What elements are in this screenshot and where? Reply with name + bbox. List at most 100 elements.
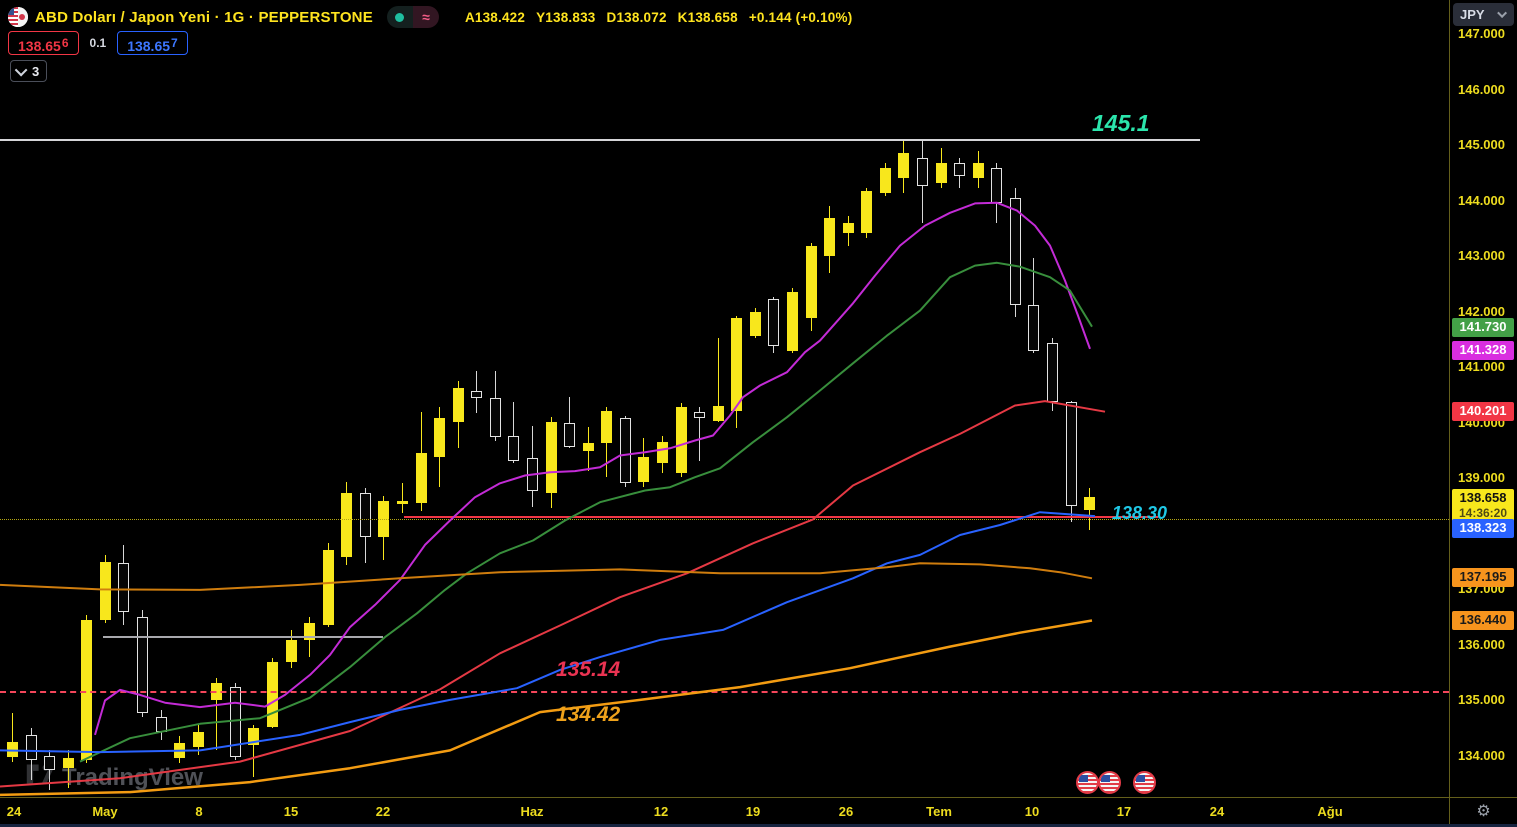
price-axis[interactable]: JPY 147.000 146.000 145.000 144.000 143.000 1… (1449, 0, 1517, 797)
candle[interactable] (99, 562, 111, 620)
candle[interactable] (322, 549, 334, 625)
candle[interactable] (397, 500, 409, 505)
candle[interactable] (267, 662, 279, 728)
level-135-14-dashed[interactable] (0, 691, 1449, 694)
us-flag-event-icon[interactable] (1076, 771, 1099, 794)
candle[interactable] (137, 617, 149, 714)
candle[interactable] (582, 443, 594, 451)
candle[interactable] (1065, 402, 1077, 506)
support-138-30[interactable] (404, 516, 1158, 519)
ma-orange-rising (0, 619, 1093, 797)
candle[interactable] (434, 418, 446, 458)
time-tick: Tem (926, 804, 952, 819)
range-line-136-14[interactable] (103, 636, 383, 639)
ohlc-y-value: Y138.833 (536, 9, 596, 25)
candle[interactable] (471, 390, 483, 399)
us-flag-event-icon[interactable] (1133, 771, 1156, 794)
buy-button[interactable]: 138.65 7 (117, 31, 188, 55)
chevron-down-icon (1497, 8, 1508, 19)
currency-selector-button[interactable]: JPY (1453, 3, 1514, 26)
candle-wick (699, 407, 701, 461)
time-tick: 24 (1209, 804, 1225, 819)
candle[interactable] (805, 245, 817, 319)
candle[interactable] (248, 728, 260, 745)
candle-wick (67, 750, 69, 789)
candle[interactable] (564, 423, 576, 448)
resistance-145-1[interactable] (0, 138, 1200, 141)
candle[interactable] (749, 312, 761, 336)
price-tick: 142.000 (1458, 303, 1505, 319)
price-tick: 144.000 (1458, 192, 1505, 208)
time-axis[interactable]: 24 May 8 15 22 Haz 12 19 26 Tem 10 17 24 Ağu (0, 797, 1449, 824)
candle[interactable] (285, 639, 297, 663)
candle[interactable] (638, 457, 650, 483)
market-status-pill[interactable]: ≈ (386, 6, 439, 28)
gear-icon[interactable]: ⚙ (1476, 803, 1491, 820)
candle[interactable] (1009, 198, 1021, 305)
candle[interactable] (954, 162, 966, 176)
ma-green-label: 141.730 (1452, 317, 1514, 337)
candle-wick (569, 397, 571, 449)
candle[interactable] (545, 422, 557, 494)
candle[interactable] (675, 407, 687, 474)
sell-button[interactable]: 138.65 6 (8, 31, 79, 55)
time-tick: 10 (1024, 804, 1040, 819)
candle[interactable] (1028, 305, 1040, 351)
candle[interactable] (229, 687, 241, 758)
candle[interactable] (657, 442, 669, 464)
candle[interactable] (861, 190, 873, 234)
usdjpy-pair-flag-icon (8, 7, 28, 27)
current-price-dotted[interactable] (0, 518, 1449, 520)
candle[interactable] (731, 318, 743, 411)
ma-blue (0, 511, 1096, 754)
ma-magenta (94, 201, 1091, 736)
candle[interactable] (601, 410, 613, 444)
candle[interactable] (694, 412, 706, 419)
candle[interactable] (935, 163, 947, 184)
candle[interactable] (824, 217, 836, 256)
axis-settings-corner[interactable]: ⚙ (1449, 797, 1517, 824)
ohlc-d-value: D138.072 (606, 9, 667, 25)
candle[interactable] (879, 167, 891, 193)
level-138-30-text: 138.30 (1112, 503, 1168, 523)
ohlc-readout: A138.422 Y138.833 D138.072 K138.658 +0.144 (… (465, 10, 852, 25)
candle[interactable] (452, 388, 464, 423)
collapsed-indicators-button[interactable]: 3 (10, 60, 48, 82)
time-tick: 19 (745, 804, 761, 819)
candle[interactable] (787, 291, 798, 351)
candle[interactable] (619, 418, 631, 484)
indicators-count: 3 (32, 63, 40, 79)
candle[interactable] (768, 299, 780, 346)
candle[interactable] (712, 405, 724, 421)
candle[interactable] (44, 756, 56, 770)
candle[interactable] (489, 398, 501, 438)
candle[interactable] (25, 735, 37, 760)
chevron-down-icon (14, 63, 28, 76)
candle[interactable] (898, 152, 910, 178)
candle[interactable] (917, 158, 928, 186)
symbol-title[interactable]: ABD Doları / Japon Yeni · 1G · PEPPERSTO… (35, 8, 373, 26)
us-flag-event-icon[interactable] (1098, 771, 1121, 794)
price-tick: 146.000 (1458, 81, 1505, 97)
candle-wick (717, 338, 719, 423)
candle[interactable] (192, 732, 204, 748)
candle[interactable] (341, 493, 353, 558)
candle[interactable] (81, 619, 93, 760)
candle[interactable] (378, 500, 390, 538)
candle[interactable] (62, 758, 74, 769)
candle[interactable] (7, 742, 19, 758)
candle[interactable] (118, 563, 130, 613)
ma-green (79, 261, 1093, 763)
time-tick: Haz (520, 804, 544, 819)
chart-pane[interactable]: TradingView 145.1 138.30 135.14 134.42 (0, 0, 1449, 797)
candle[interactable] (304, 623, 316, 640)
candle[interactable] (1084, 497, 1096, 511)
time-tick: 24 (6, 804, 22, 819)
candle[interactable] (842, 223, 854, 234)
candle[interactable] (415, 453, 427, 504)
candle[interactable] (359, 493, 371, 538)
level-145-1-text: 145.1 (1092, 110, 1150, 136)
candle[interactable] (972, 163, 984, 178)
candle[interactable] (508, 435, 520, 461)
